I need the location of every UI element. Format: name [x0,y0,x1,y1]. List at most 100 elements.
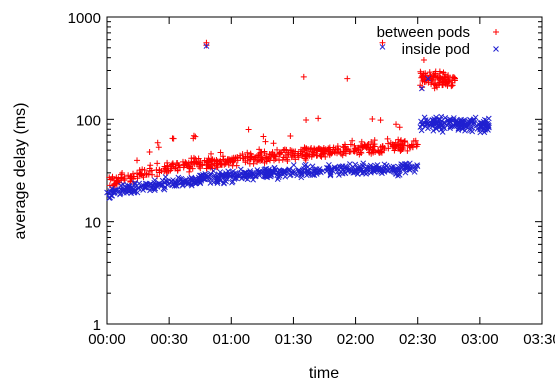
point-between-pods [244,157,251,164]
x-tick-label: 00:00 [88,331,126,348]
point-between-pods [259,156,266,163]
point-inside-pod [261,173,268,179]
point-between-pods [287,132,294,139]
point-between-pods [204,159,211,166]
point-inside-pod [378,166,385,173]
point-inside-pod [459,126,466,132]
point-between-pods [321,147,328,154]
point-inside-pod [429,123,436,130]
point-between-pods [299,148,306,155]
point-between-pods [274,146,281,153]
point-between-pods [282,152,289,159]
x-tick-label: 02:30 [399,331,437,348]
point-between-pods [420,57,427,64]
point-between-pods [247,150,254,157]
point-between-pods [130,170,137,177]
point-inside-pod [125,185,131,192]
point-between-pods [205,163,212,170]
point-between-pods [439,79,446,86]
point-between-pods [370,147,377,154]
point-inside-pod [389,165,396,172]
point-inside-pod [353,168,360,175]
point-inside-pod [131,188,138,195]
point-inside-pod [271,169,277,175]
point-inside-pod [399,161,406,168]
point-between-pods [356,151,363,158]
point-inside-pod [395,168,402,175]
point-between-pods [244,149,251,156]
point-inside-pod [457,118,464,124]
point-between-pods [444,74,451,81]
point-between-pods [295,154,302,161]
point-between-pods [442,71,449,78]
x-tick-label: 02:00 [337,331,375,348]
point-inside-pod [180,178,186,185]
point-inside-pod [465,120,472,127]
point-between-pods [384,135,391,142]
point-inside-pod [227,173,234,180]
point-between-pods [196,159,203,166]
point-between-pods [422,78,429,85]
point-between-pods [247,156,254,163]
point-between-pods [349,137,356,144]
point-between-pods [219,153,226,160]
point-inside-pod [106,195,113,201]
point-inside-pod [151,177,158,184]
y-axis: 1 10 100 1000 [68,10,542,334]
point-inside-pod [423,121,430,128]
point-between-pods [256,146,263,153]
point-between-pods [334,145,341,152]
point-between-pods [320,150,327,157]
point-inside-pod [380,167,387,173]
point-between-pods [315,145,322,152]
point-inside-pod [204,173,211,180]
point-inside-pod [210,179,217,186]
point-between-pods [396,124,403,131]
point-inside-pod [150,182,157,189]
point-inside-pod [381,161,388,168]
point-inside-pod [282,170,288,177]
series-between-pods [106,39,458,191]
legend-marker-inside-pod [493,46,499,52]
point-inside-pod [414,163,421,170]
point-inside-pod [484,120,491,127]
point-between-pods [434,84,441,91]
y-tick-label: 1 [93,317,101,334]
point-between-pods [334,150,341,157]
point-between-pods [377,117,384,124]
point-inside-pod [469,118,475,125]
point-inside-pod [431,118,438,124]
point-inside-pod [211,174,218,181]
point-between-pods [139,172,146,179]
point-between-pods [371,141,378,148]
point-between-pods [242,153,249,160]
y-tick-label: 10 [84,215,101,232]
point-inside-pod [201,175,208,182]
legend-markers [493,29,499,52]
point-inside-pod [175,174,182,181]
point-inside-pod [411,169,418,175]
point-inside-pod [172,178,178,185]
point-between-pods [368,138,375,145]
point-between-pods [155,144,162,151]
x-tick-label: 01:00 [213,331,251,348]
point-inside-pod [449,123,455,129]
point-between-pods [145,171,152,178]
point-inside-pod [445,117,452,124]
point-inside-pod [302,161,309,168]
point-inside-pod [297,168,303,174]
point-between-pods [189,165,196,172]
point-inside-pod [229,179,235,186]
point-inside-pod [479,120,485,126]
point-between-pods [260,133,267,140]
point-inside-pod [210,168,217,174]
data-points [104,39,492,201]
point-inside-pod [221,180,227,187]
point-between-pods [209,158,216,165]
point-between-pods [141,166,148,173]
point-inside-pod [110,190,117,197]
point-between-pods [271,153,278,160]
x-tick-label: 03:00 [461,331,499,348]
point-inside-pod [123,189,130,196]
point-inside-pod [193,178,200,184]
